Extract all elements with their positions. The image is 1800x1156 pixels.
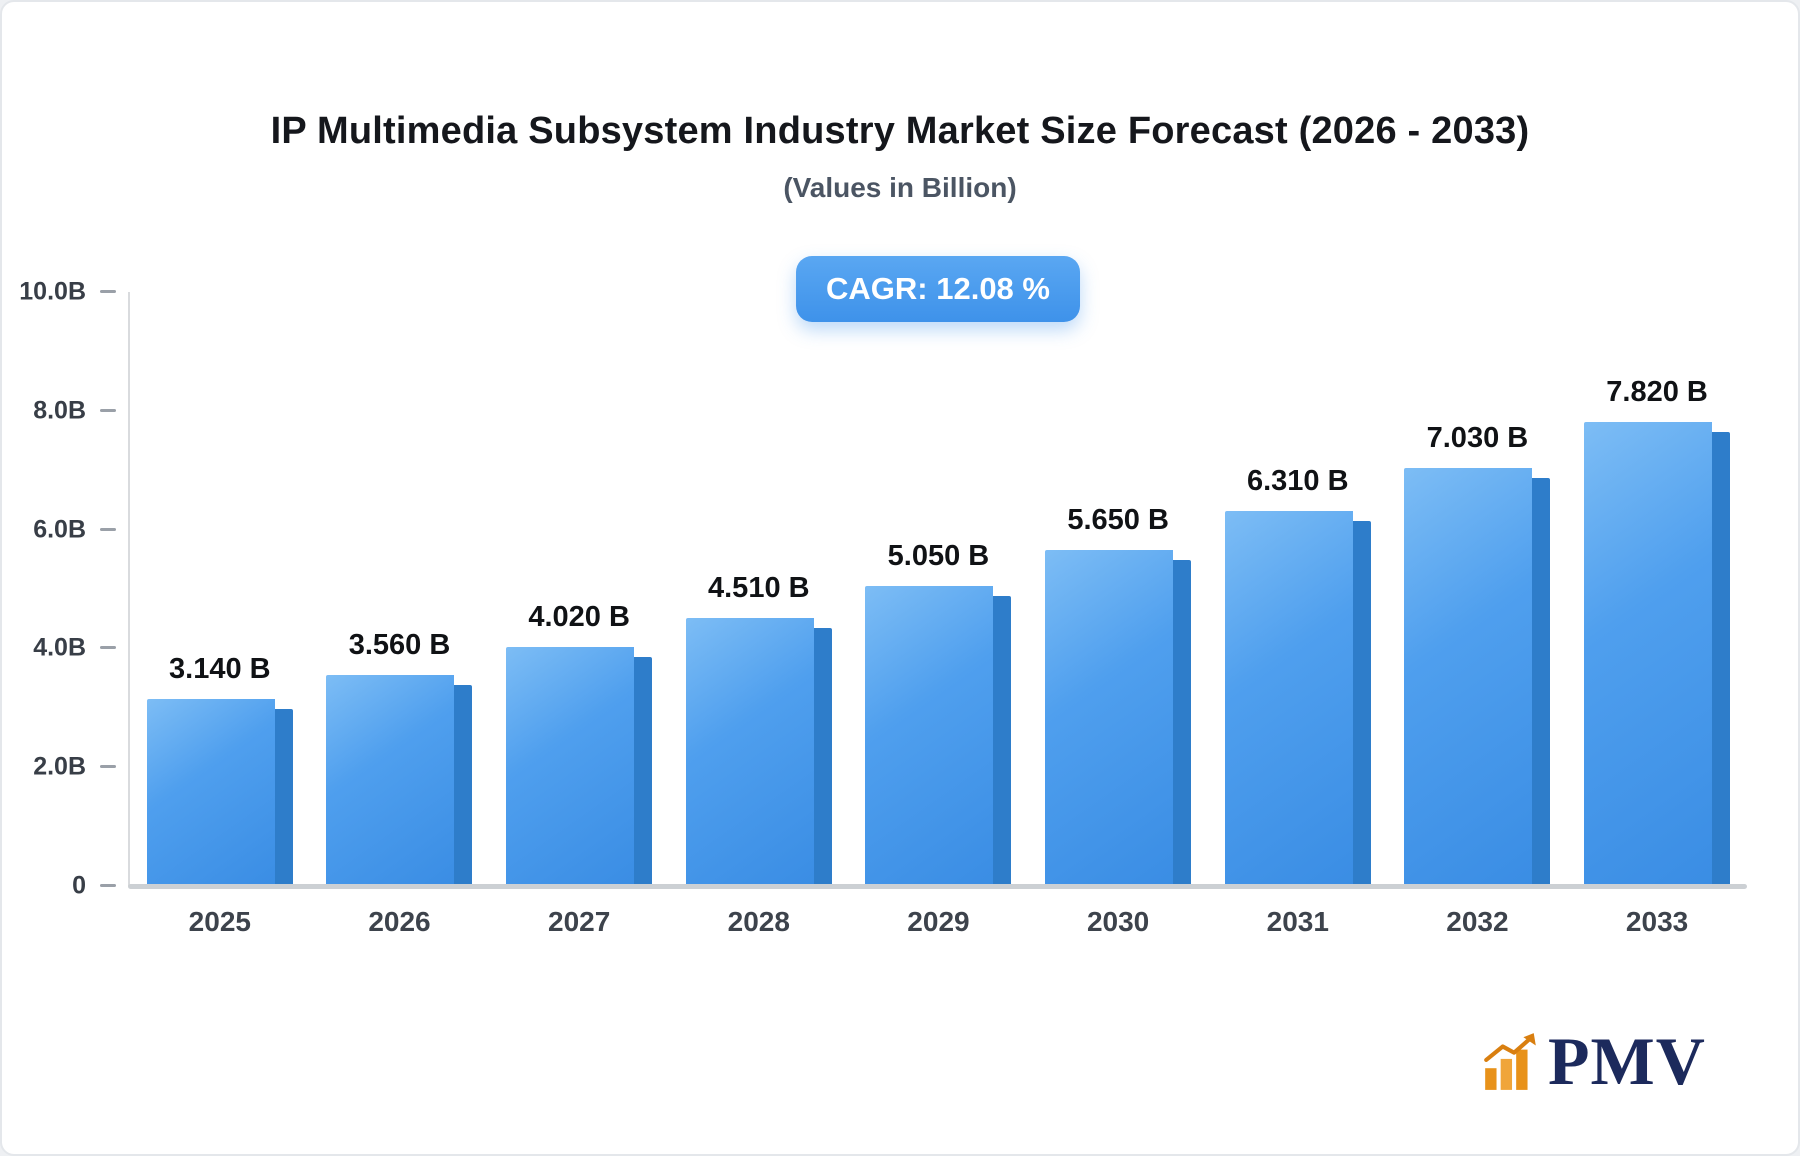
bar-face — [685, 618, 814, 886]
bar-face — [865, 586, 994, 886]
bar-face — [1404, 468, 1533, 886]
y-axis-line — [128, 292, 130, 886]
bar-value-label: 7.820 B — [1606, 375, 1708, 408]
y-tick-mark — [100, 884, 116, 887]
bar-side — [1352, 521, 1371, 886]
bars-container: 3.140 B 2025 3.560 B 2026 4.020 B 2027 4.510 B… — [130, 292, 1747, 937]
bar-group: 3.560 B 2026 — [326, 628, 473, 937]
bar-group: 4.510 B 2028 — [685, 572, 832, 937]
x-axis-label: 2029 — [907, 906, 970, 937]
x-axis-label: 2033 — [1625, 906, 1689, 937]
bar-value-label: 3.560 B — [348, 628, 451, 661]
bar-face — [326, 674, 455, 886]
bar-face — [506, 647, 635, 886]
bar-side — [274, 709, 293, 886]
bar-value-label: 4.510 B — [708, 572, 810, 605]
bar-value-label: 4.020 B — [528, 601, 630, 634]
bar — [506, 647, 653, 886]
bar — [685, 618, 832, 886]
y-axis: 0 2.0B 4.0B 6.0B 8.0B 10.0B — [2, 278, 128, 900]
x-axis-label: 2026 — [368, 906, 431, 937]
bar-value-label: 3.140 B — [169, 653, 271, 686]
x-axis-label: 2025 — [188, 906, 251, 937]
bar-group: 5.050 B 2029 — [865, 540, 1012, 937]
bar-group: 6.310 B 2031 — [1224, 465, 1371, 937]
x-axis-label: 2027 — [547, 906, 611, 937]
bar-side — [1173, 560, 1192, 886]
y-tick-label: 2.0B — [33, 752, 86, 781]
bar-group: 7.820 B 2033 — [1584, 375, 1731, 937]
bar — [865, 586, 1012, 886]
bar-group: 5.650 B 2030 — [1045, 504, 1192, 937]
y-tick-mark — [100, 527, 116, 531]
bar-side — [993, 596, 1012, 886]
bar-side — [1532, 478, 1551, 886]
y-tick-mark — [100, 408, 116, 412]
bar — [1045, 550, 1192, 886]
bar-face — [1584, 421, 1713, 886]
bar-group: 7.030 B 2032 — [1404, 422, 1551, 937]
x-axis-line — [128, 884, 1747, 889]
bar-face — [1045, 550, 1174, 886]
bar — [1224, 511, 1371, 886]
pmv-logo: PMV — [1480, 1023, 1706, 1099]
bar-side — [634, 657, 653, 886]
bar — [146, 699, 293, 886]
bar-chart-growth-icon — [1484, 1032, 1536, 1090]
bar-value-label: 5.050 B — [887, 540, 990, 573]
bar-group: 3.140 B 2025 — [146, 653, 293, 937]
chart-subtitle: (Values in Billion) — [783, 172, 1017, 203]
bar-side — [1712, 431, 1731, 886]
x-axis-label: 2028 — [727, 906, 790, 937]
bar — [326, 674, 473, 886]
y-tick-mark — [100, 765, 116, 769]
bar-face — [1224, 511, 1353, 886]
cagr-badge: CAGR: 12.08 % — [796, 256, 1080, 322]
bar-side — [454, 684, 473, 886]
x-axis-label: 2030 — [1086, 906, 1150, 937]
bar-group: 4.020 B 2027 — [506, 601, 653, 937]
logo-text: PMV — [1548, 1023, 1706, 1099]
plot-area: 3.140 B 2025 3.560 B 2026 4.020 B 2027 4.510 B… — [128, 292, 1747, 937]
y-tick-label: 4.0B — [33, 633, 86, 662]
bar-value-label: 7.030 B — [1426, 422, 1529, 455]
y-tick-mark — [100, 290, 116, 293]
y-tick-label: 6.0B — [33, 515, 86, 544]
y-tick-label: 10.0B — [19, 277, 86, 306]
bar-value-label: 6.310 B — [1246, 465, 1349, 498]
bar — [1404, 468, 1551, 886]
y-tick-label: 8.0B — [33, 396, 86, 425]
chart-title: IP Multimedia Subsystem Industry Market … — [270, 110, 1530, 152]
bar-value-label: 5.650 B — [1067, 504, 1169, 537]
cagr-badge-label: CAGR: 12.08 % — [826, 271, 1050, 306]
y-tick-label: 0 — [72, 871, 86, 900]
x-axis-label: 2031 — [1266, 906, 1329, 937]
y-tick-mark — [100, 646, 116, 650]
x-axis-label: 2032 — [1446, 906, 1509, 937]
bar-side — [813, 628, 832, 886]
bar — [1584, 421, 1731, 886]
bar-face — [146, 699, 275, 886]
